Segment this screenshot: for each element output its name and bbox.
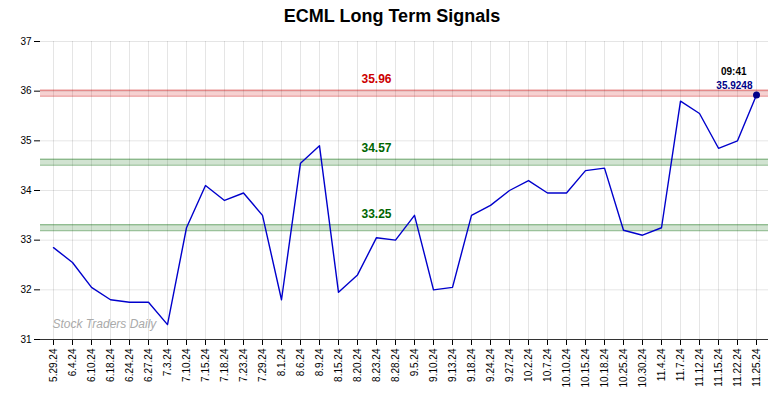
svg-text:8.28.24: 8.28.24 xyxy=(390,348,401,382)
svg-text:Stock Traders Daily: Stock Traders Daily xyxy=(53,317,158,331)
svg-text:6.27.24: 6.27.24 xyxy=(143,348,154,382)
svg-text:6.24.24: 6.24.24 xyxy=(124,348,135,382)
svg-text:10.25.24: 10.25.24 xyxy=(618,348,629,387)
svg-text:32: 32 xyxy=(20,284,32,295)
svg-text:8.20.24: 8.20.24 xyxy=(352,348,363,382)
svg-text:11.4.24: 11.4.24 xyxy=(656,348,667,381)
svg-text:6.18.24: 6.18.24 xyxy=(105,348,116,382)
svg-text:35.9248: 35.9248 xyxy=(716,80,753,91)
svg-text:35.96: 35.96 xyxy=(361,72,391,86)
svg-text:09:41: 09:41 xyxy=(721,66,747,77)
svg-text:9.13.24: 9.13.24 xyxy=(447,348,458,382)
svg-text:6.10.24: 6.10.24 xyxy=(86,348,97,382)
svg-text:34.57: 34.57 xyxy=(361,141,391,155)
svg-text:10.18.24: 10.18.24 xyxy=(599,348,610,387)
svg-text:7.10.24: 7.10.24 xyxy=(181,348,192,382)
svg-text:7.3.24: 7.3.24 xyxy=(162,348,173,376)
svg-text:9.10.24: 9.10.24 xyxy=(428,348,439,382)
svg-text:36: 36 xyxy=(20,85,32,96)
svg-text:35: 35 xyxy=(20,135,32,146)
svg-text:33: 33 xyxy=(20,234,32,245)
svg-text:6.4.24: 6.4.24 xyxy=(67,348,78,376)
svg-text:11.7.24: 11.7.24 xyxy=(675,348,686,381)
svg-text:11.15.24: 11.15.24 xyxy=(713,348,724,387)
svg-text:11.12.24: 11.12.24 xyxy=(694,348,705,387)
svg-text:7.18.24: 7.18.24 xyxy=(219,348,230,382)
svg-text:10.30.24: 10.30.24 xyxy=(637,348,648,387)
svg-text:9.5.24: 9.5.24 xyxy=(409,348,420,376)
svg-text:34: 34 xyxy=(20,185,32,196)
svg-text:8.1.24: 8.1.24 xyxy=(276,348,287,376)
svg-text:10.10.24: 10.10.24 xyxy=(561,348,572,387)
html-text:ECML Long Term Signals: ECML Long Term Signals xyxy=(283,6,501,26)
svg-text:8.15.24: 8.15.24 xyxy=(333,348,344,382)
svg-text:9.27.24: 9.27.24 xyxy=(504,348,515,382)
svg-text:11.25.24: 11.25.24 xyxy=(751,348,762,387)
svg-text:31: 31 xyxy=(20,334,32,345)
svg-text:8.6.24: 8.6.24 xyxy=(295,348,306,376)
svg-text:33.25: 33.25 xyxy=(361,207,391,221)
svg-text:10.7.24: 10.7.24 xyxy=(542,348,553,382)
svg-text:7.29.24: 7.29.24 xyxy=(257,348,268,382)
svg-text:7.23.24: 7.23.24 xyxy=(238,348,249,382)
svg-text:37: 37 xyxy=(20,36,32,47)
svg-text:8.23.24: 8.23.24 xyxy=(371,348,382,382)
svg-text:9.18.24: 9.18.24 xyxy=(466,348,477,382)
svg-text:8.9.24: 8.9.24 xyxy=(314,348,325,376)
svg-text:9.24.24: 9.24.24 xyxy=(485,348,496,382)
svg-text:5.29.24: 5.29.24 xyxy=(48,348,59,382)
svg-text:7.15.24: 7.15.24 xyxy=(200,348,211,382)
svg-text:10.15.24: 10.15.24 xyxy=(580,348,591,387)
svg-text:10.2.24: 10.2.24 xyxy=(523,348,534,382)
svg-text:11.22.24: 11.22.24 xyxy=(732,348,743,387)
